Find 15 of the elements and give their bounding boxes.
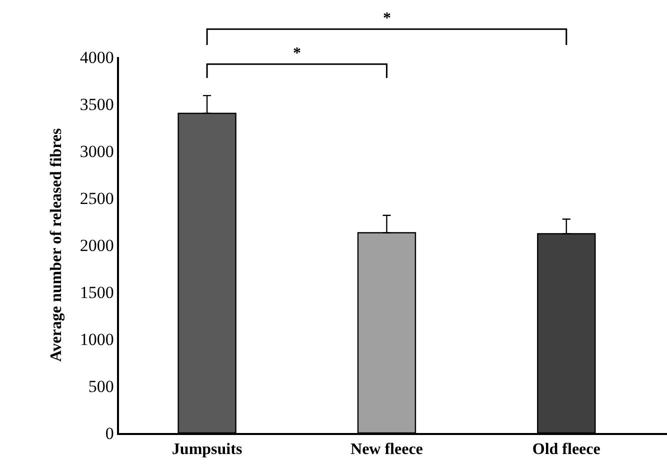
x-tick-label: New fleece [350,440,423,458]
x-tick-label: Jumpsuits [172,440,242,458]
y-tick-label: 3500 [80,94,114,114]
y-tick-label: 1000 [80,330,114,349]
y-axis-title: Average number of released fibres [48,128,66,362]
text: * [383,10,391,27]
y-tick-label: 0 [105,424,114,443]
y-tick-label: 2000 [80,236,114,255]
x-tick-label: Old fleece [532,440,600,458]
y-tick-label: 2500 [80,188,114,208]
y-tick-label: 500 [88,376,114,396]
annotation: * [293,45,301,62]
y-tick-label: 1500 [80,282,114,302]
y-tick-label: 4000 [80,48,114,67]
y-tick-label: 3000 [80,142,114,161]
